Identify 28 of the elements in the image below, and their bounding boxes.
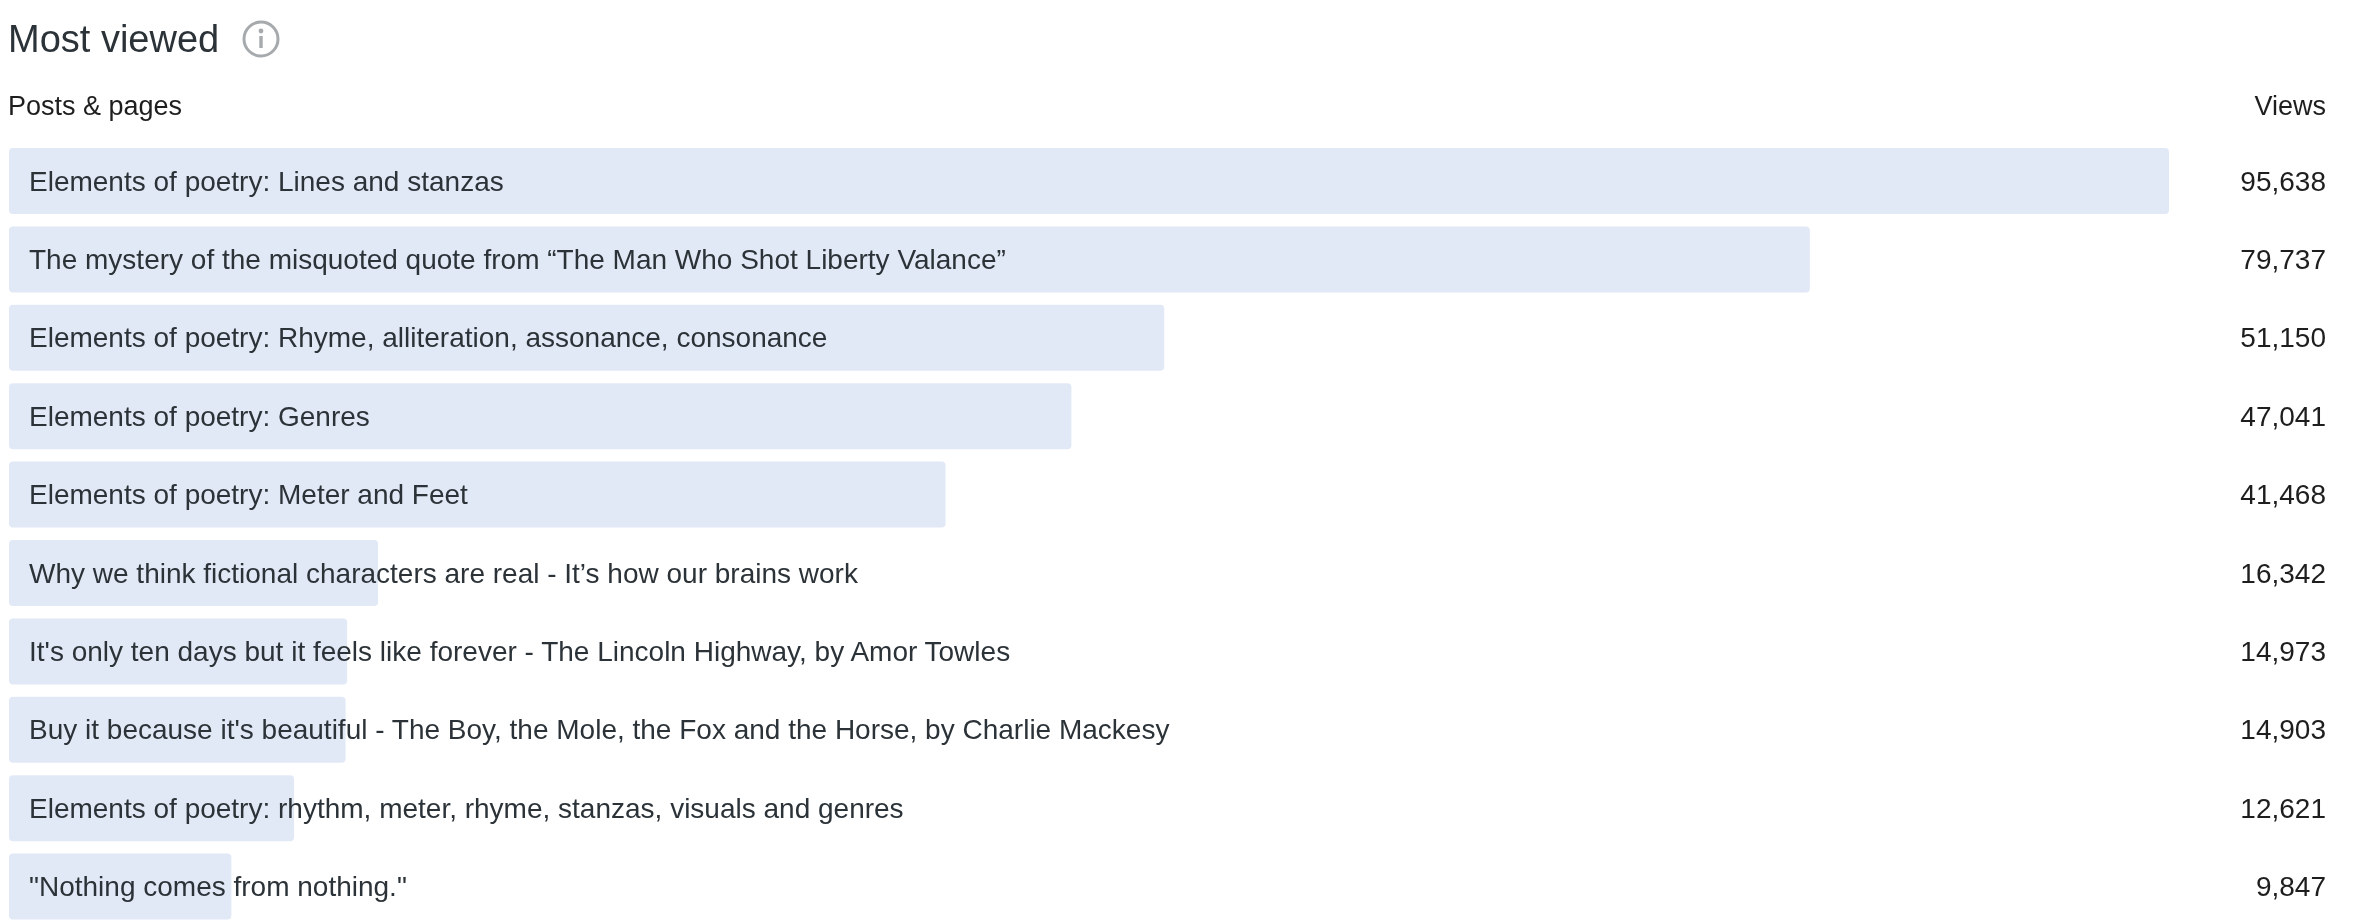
data-label: 12,621 [2240, 792, 2326, 824]
y-tick-label: Elements of poetry: Genres [29, 400, 370, 432]
y-tick-label: Buy it because it's beautiful - The Boy, the Mole, the Fox and the Horse, by Charlie Mackesy [29, 714, 1170, 746]
x-axis-title: Views [2254, 90, 2326, 122]
data-label: 95,638 [2240, 165, 2326, 197]
data-label: 51,150 [2240, 322, 2326, 354]
y-tick-label: Elements of poetry: rhythm, meter, rhyme, stanzas, visuals and genres [29, 792, 904, 824]
bar [9, 383, 1072, 450]
bar [9, 226, 1810, 293]
y-tick-label: The mystery of the misquoted quote from “The Man Who Shot Liberty Valance” [29, 243, 1006, 275]
data-label: 9,847 [2255, 871, 2326, 903]
y-tick-label: Elements of poetry: Rhyme, alliteration, assonance, consonance [29, 322, 828, 354]
data-label: 16,342 [2240, 557, 2326, 589]
y-tick-label: Elements of poetry: Meter and Feet [29, 479, 469, 511]
data-label: 79,737 [2240, 243, 2326, 275]
data-label: 14,973 [2240, 635, 2326, 667]
y-tick-label: Elements of poetry: Lines and stanzas [29, 165, 504, 197]
y-tick-label: It's only ten days but it feels like forever - The Lincoln Highway, by Amor Towles [29, 635, 1011, 667]
bar [9, 461, 946, 528]
data-label: 47,041 [2240, 400, 2326, 432]
data-label: 41,468 [2240, 479, 2326, 511]
y-tick-label: "Nothing comes from nothing." [29, 871, 407, 903]
bar [9, 304, 1165, 371]
data-label: 14,903 [2240, 714, 2326, 746]
bar [9, 148, 2169, 214]
y-tick-label: Why we think fictional characters are real - It’s how our brains work [29, 557, 859, 589]
chart-title: Most viewed [8, 17, 220, 61]
y-axis-title: Posts & pages [8, 90, 183, 122]
